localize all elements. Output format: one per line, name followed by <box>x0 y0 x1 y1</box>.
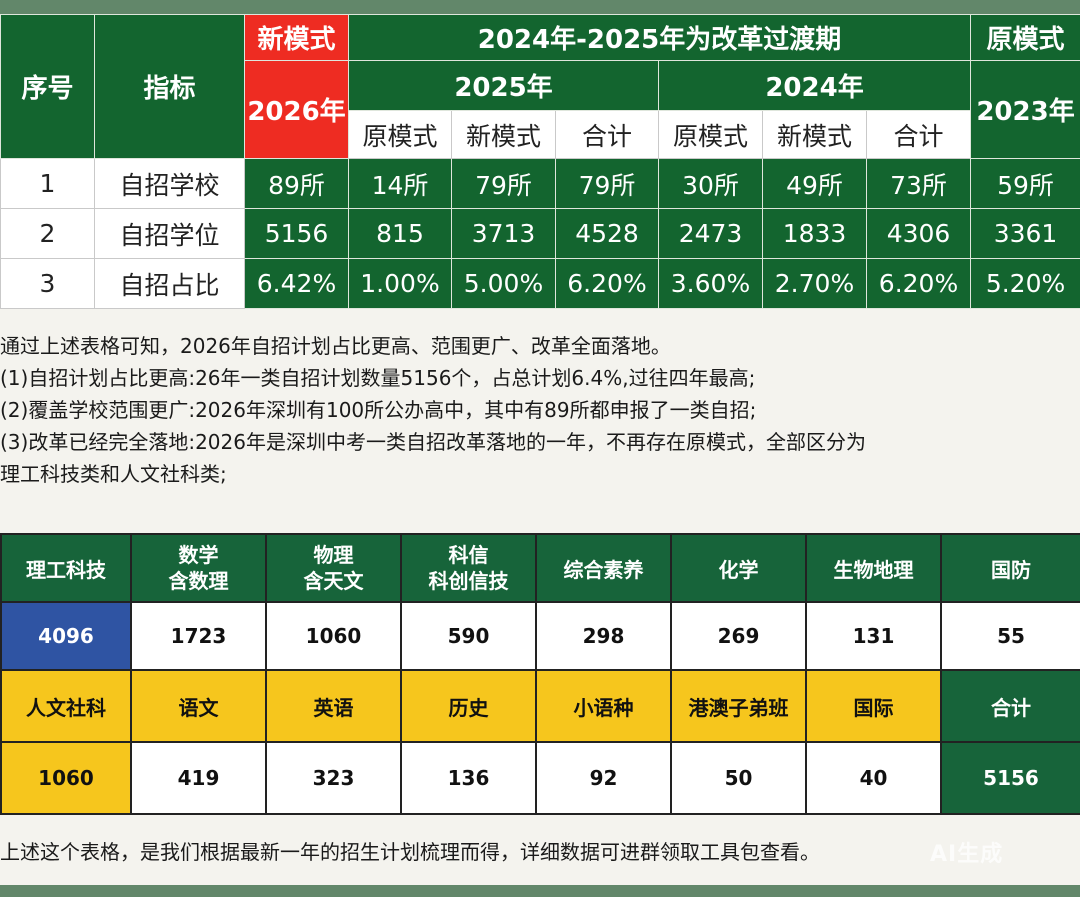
cell-value: 5156 <box>244 208 349 259</box>
table-row: 1060 419 323 136 92 50 40 5156 <box>0 741 1080 815</box>
subheader-2025-new: 新模式 <box>451 110 556 159</box>
header-orig-mode: 原模式 <box>970 14 1080 61</box>
row-name: 自招学校 <box>94 158 245 209</box>
header-transition-period: 2024年-2025年为改革过渡期 <box>347 14 972 61</box>
cell-value: 30所 <box>658 158 763 209</box>
cell-value: 92 <box>535 741 672 815</box>
subheader-2024-orig: 原模式 <box>658 110 763 159</box>
text-line: (2)覆盖学校范围更广:2026年深圳有100所公办高中，其中有89所都申报了一… <box>0 398 757 422</box>
subject-math: 数学 含数理 <box>130 533 267 603</box>
cell-value: 590 <box>400 601 537 671</box>
cell-value: 6.42% <box>244 258 349 309</box>
subject-quota-table: 理工科技 数学 含数理 物理 含天文 科信 科创信技 综合素养 化学 生物地理 国防 … <box>0 533 1080 815</box>
text-line: 通过上述表格可知，2026年自招计划占比更高、范围更广、改革全面落地。 <box>0 334 671 358</box>
subheader-2024-total: 合计 <box>865 110 972 159</box>
cell-value: 269 <box>670 601 807 671</box>
cell-value: 419 <box>130 741 267 815</box>
footer-text: 上述这个表格，是我们根据最新一年的招生计划梳理而得，详细数据可进群领取工具包查看… <box>0 840 820 864</box>
analysis-paragraph: 通过上述表格可知，2026年自招计划占比更高、范围更广、改革全面落地。 (1)自… <box>0 330 1080 490</box>
cell-value: 298 <box>535 601 672 671</box>
cell-value: 131 <box>805 601 942 671</box>
subject-minor-language: 小语种 <box>535 669 672 743</box>
grand-total: 5156 <box>940 741 1080 815</box>
row-name: 自招学位 <box>94 208 245 259</box>
row-seq: 1 <box>0 158 95 209</box>
cell-value: 55 <box>940 601 1080 671</box>
humanities-total: 1060 <box>0 741 132 815</box>
header-year-2025: 2025年 <box>348 60 659 111</box>
cell-value: 5.00% <box>451 258 556 309</box>
cell-value: 6.20% <box>555 258 659 309</box>
subject-science-info: 科信 科创信技 <box>400 533 537 603</box>
total-label: 合计 <box>940 669 1080 743</box>
cell-value: 73所 <box>865 158 972 209</box>
footer-note: 上述这个表格，是我们根据最新一年的招生计划梳理而得，详细数据可进群领取工具包查看… <box>0 836 1080 868</box>
cell-value: 3361 <box>970 208 1080 259</box>
cell-value: 2473 <box>658 208 763 259</box>
subheader-2024-new: 新模式 <box>762 110 867 159</box>
header-indicator: 指标 <box>94 14 245 159</box>
text-line: 理工科技类和人文社科类; <box>0 462 227 486</box>
cell-value: 40 <box>805 741 942 815</box>
cell-value: 50 <box>670 741 807 815</box>
cell-value: 4528 <box>555 208 659 259</box>
subject-defense: 国防 <box>940 533 1080 603</box>
subject-international: 国际 <box>805 669 942 743</box>
subheader-2025-orig: 原模式 <box>348 110 452 159</box>
cell-value: 1.00% <box>348 258 452 309</box>
subject-history: 历史 <box>400 669 537 743</box>
cell-value: 136 <box>400 741 537 815</box>
category-humanities: 人文社科 <box>0 669 132 743</box>
table-row: 2 自招学位 5156 815 3713 4528 2473 1833 4306… <box>0 208 1080 259</box>
header-seq: 序号 <box>0 14 95 159</box>
header-year-2023: 2023年 <box>970 60 1080 159</box>
subheader-2025-total: 合计 <box>555 110 659 159</box>
cell-value: 79所 <box>451 158 556 209</box>
cell-value: 323 <box>265 741 402 815</box>
subject-chemistry: 化学 <box>670 533 807 603</box>
subject-english: 英语 <box>265 669 402 743</box>
subject-bio-geo: 生物地理 <box>805 533 942 603</box>
admission-stats-table: 序号 指标 新模式 2024年-2025年为改革过渡期 原模式 2026年 20… <box>0 14 1080 309</box>
row-name: 自招占比 <box>94 258 245 309</box>
table-row: 1 自招学校 89所 14所 79所 79所 30所 49所 73所 59所 <box>0 158 1080 209</box>
text-line: (3)改革已经完全落地:2026年是深圳中考一类自招改革落地的一年，不再存在原模… <box>0 430 866 454</box>
cell-value: 1060 <box>265 601 402 671</box>
cell-value: 5.20% <box>970 258 1080 309</box>
cell-value: 49所 <box>762 158 867 209</box>
row-seq: 3 <box>0 258 95 309</box>
category-science-tech: 理工科技 <box>0 533 132 603</box>
cell-value: 59所 <box>970 158 1080 209</box>
header-new-mode: 新模式 <box>244 14 349 61</box>
cell-value: 1833 <box>762 208 867 259</box>
subject-physics: 物理 含天文 <box>265 533 402 603</box>
cell-value: 4306 <box>865 208 972 259</box>
bottom-border-strip <box>0 885 1080 897</box>
cell-value: 3.60% <box>658 258 763 309</box>
subject-hk-macau-class: 港澳子弟班 <box>670 669 807 743</box>
ai-watermark: AI生成 <box>930 842 1004 867</box>
science-tech-total: 4096 <box>0 601 132 671</box>
subject-general: 综合素养 <box>535 533 672 603</box>
cell-value: 6.20% <box>865 258 972 309</box>
cell-value: 89所 <box>244 158 349 209</box>
row-seq: 2 <box>0 208 95 259</box>
table-row: 4096 1723 1060 590 298 269 131 55 <box>0 601 1080 671</box>
header-year-2026: 2026年 <box>244 60 349 159</box>
cell-value: 815 <box>348 208 452 259</box>
cell-value: 79所 <box>555 158 659 209</box>
subject-chinese: 语文 <box>130 669 267 743</box>
top-border-strip <box>0 0 1080 14</box>
text-line: (1)自招计划占比更高:26年一类自招计划数量5156个，占总计划6.4%,过往… <box>0 366 756 390</box>
cell-value: 1723 <box>130 601 267 671</box>
cell-value: 14所 <box>348 158 452 209</box>
cell-value: 3713 <box>451 208 556 259</box>
cell-value: 2.70% <box>762 258 867 309</box>
table-row: 3 自招占比 6.42% 1.00% 5.00% 6.20% 3.60% 2.7… <box>0 258 1080 309</box>
header-year-2024: 2024年 <box>657 60 972 111</box>
